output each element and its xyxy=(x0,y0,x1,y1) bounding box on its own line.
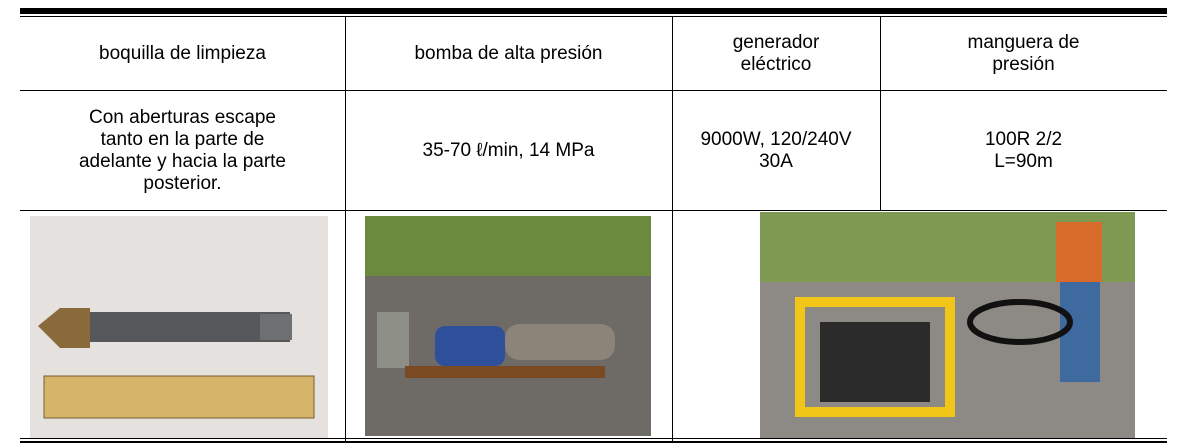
table-cell: 35-70 ℓ/min, 14 MPa xyxy=(345,91,672,210)
cell-text-line: L=90m xyxy=(994,150,1053,172)
header-cell: boquilla de limpieza xyxy=(20,17,345,90)
rule xyxy=(672,17,673,441)
cell-text-line: eléctrico xyxy=(740,53,812,75)
rule xyxy=(20,16,1167,17)
cell-text-line: 35-70 ℓ/min, 14 MPa xyxy=(422,139,595,161)
header-cell: generador eléctrico xyxy=(672,17,880,90)
rule xyxy=(20,90,1167,91)
rule xyxy=(345,17,346,441)
cell-text-line: adelante y hacia la parte xyxy=(78,150,287,172)
table-cell: 100R 2/2 L=90m xyxy=(880,91,1167,210)
cell-text-line: 100R 2/2 xyxy=(984,128,1063,150)
table-cell: Con aberturas escape tanto en la parte de… xyxy=(20,91,345,210)
nozzle-photo xyxy=(30,216,328,438)
cell-text-line: manguera de xyxy=(967,31,1080,53)
cell-text-line: posterior. xyxy=(143,172,222,194)
cell-text-line: 9000W, 120/240V xyxy=(700,128,852,150)
cell-text-line: boquilla de limpieza xyxy=(99,42,266,64)
cell-text-line: generador xyxy=(732,31,820,53)
cell-text-line: 30A xyxy=(759,150,793,172)
table-cell: 9000W, 120/240V 30A xyxy=(672,91,880,210)
pump-photo xyxy=(365,216,651,436)
generator-photo xyxy=(760,212,1135,438)
rule xyxy=(880,17,881,210)
rule xyxy=(20,441,1167,443)
rule xyxy=(20,438,1167,439)
header-cell: manguera de presión xyxy=(880,17,1167,90)
rule xyxy=(20,8,1167,14)
cell-text-line: Con aberturas escape xyxy=(89,106,276,128)
cell-text-line: bomba de alta presión xyxy=(414,42,603,64)
cell-text-line: presión xyxy=(992,53,1055,75)
header-cell: bomba de alta presión xyxy=(345,17,672,90)
rule xyxy=(20,210,1167,211)
cell-text-line: tanto en la parte de xyxy=(100,128,265,150)
